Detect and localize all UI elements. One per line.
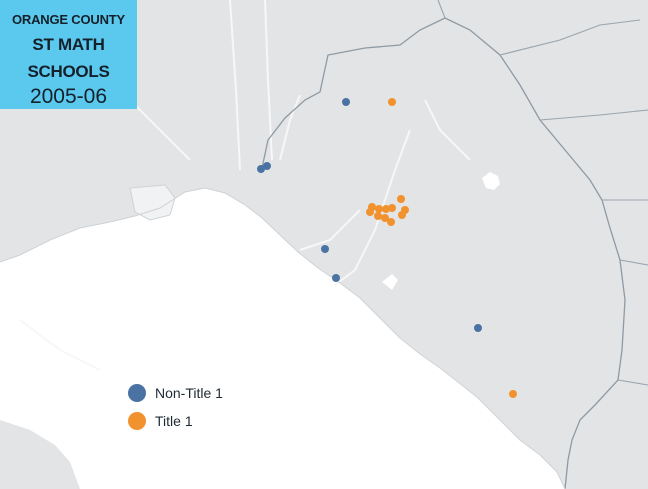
legend-label: Title 1 <box>155 413 193 429</box>
school-marker-non-title1[interactable] <box>474 324 482 332</box>
map-title-box: ORANGE COUNTY ST MATH SCHOOLS 2005-06 <box>0 0 137 109</box>
legend-item-title1: Title 1 <box>128 409 223 433</box>
school-marker-non-title1[interactable] <box>263 162 271 170</box>
school-marker-title1[interactable] <box>398 211 406 219</box>
school-marker-title1[interactable] <box>382 205 390 213</box>
school-marker-title1[interactable] <box>509 390 517 398</box>
lake-small <box>382 274 398 290</box>
school-marker-non-title1[interactable] <box>332 274 340 282</box>
title-subject-line1: ST MATH <box>32 35 105 54</box>
roads <box>19 0 471 371</box>
harbor <box>129 184 176 221</box>
school-marker-title1[interactable] <box>388 98 396 106</box>
lake <box>482 172 500 190</box>
title-county: ORANGE COUNTY <box>12 12 125 27</box>
title-year: 2005-06 <box>29 85 108 108</box>
school-marker-title1[interactable] <box>375 205 383 213</box>
map-legend: Non-Title 1 Title 1 <box>128 381 223 437</box>
school-marker-non-title1[interactable] <box>321 245 329 253</box>
school-marker-title1[interactable] <box>374 212 382 220</box>
legend-item-non-title1: Non-Title 1 <box>128 381 223 405</box>
title-subject-line2: SCHOOLS <box>27 62 110 81</box>
school-marker-title1[interactable] <box>366 208 374 216</box>
land-peninsula <box>0 420 80 489</box>
region-boundary <box>437 0 648 386</box>
school-marker-title1[interactable] <box>387 218 395 226</box>
legend-dot-icon <box>128 412 146 430</box>
school-marker-title1[interactable] <box>381 214 389 222</box>
legend-dot-icon <box>128 384 146 402</box>
legend-label: Non-Title 1 <box>155 385 223 401</box>
school-marker-title1[interactable] <box>388 204 396 212</box>
school-marker-non-title1[interactable] <box>257 165 265 173</box>
school-marker-title1[interactable] <box>397 195 405 203</box>
school-marker-non-title1[interactable] <box>342 98 350 106</box>
coastline <box>0 187 566 489</box>
